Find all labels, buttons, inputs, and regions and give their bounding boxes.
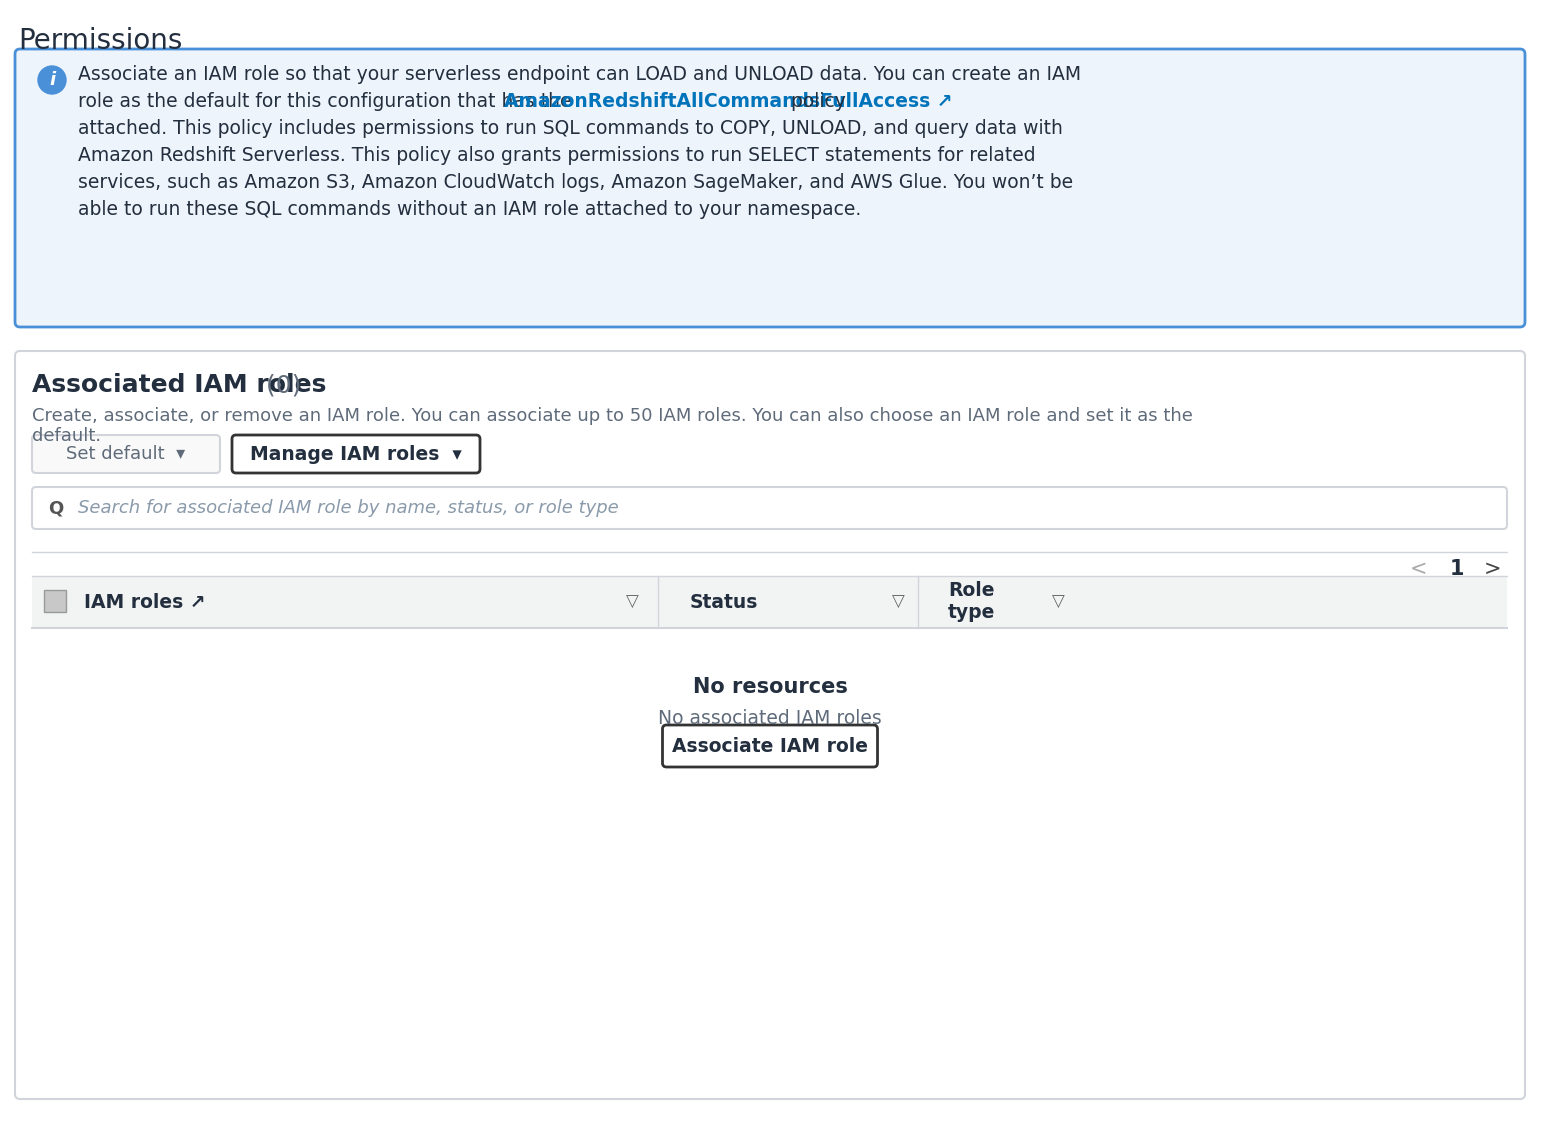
- FancyBboxPatch shape: [32, 435, 219, 473]
- Text: Q: Q: [48, 499, 63, 517]
- Text: Amazon Redshift Serverless. This policy also grants permissions to run SELECT st: Amazon Redshift Serverless. This policy …: [79, 147, 1036, 165]
- Text: Manage IAM roles  ▾: Manage IAM roles ▾: [250, 444, 462, 463]
- FancyBboxPatch shape: [232, 435, 480, 473]
- Text: Search for associated IAM role by name, status, or role type: Search for associated IAM role by name, …: [79, 499, 619, 517]
- Text: <: <: [1410, 559, 1427, 579]
- Text: Associated IAM roles: Associated IAM roles: [32, 373, 326, 397]
- FancyBboxPatch shape: [662, 725, 877, 767]
- Text: Role: Role: [948, 582, 994, 601]
- FancyBboxPatch shape: [15, 48, 1525, 327]
- Circle shape: [39, 66, 66, 94]
- Bar: [32, 576, 1507, 628]
- Text: Status: Status: [690, 593, 758, 612]
- Text: type: type: [948, 603, 996, 622]
- Bar: [43, 591, 66, 612]
- Text: default.: default.: [32, 427, 100, 445]
- Text: Associate IAM role: Associate IAM role: [672, 737, 868, 755]
- Text: ▽: ▽: [891, 593, 905, 611]
- Text: attached. This policy includes permissions to run SQL commands to COPY, UNLOAD, : attached. This policy includes permissio…: [79, 119, 1062, 137]
- Text: (0): (0): [258, 373, 301, 397]
- Text: AmazonRedshiftAllCommandsFullAccess ↗: AmazonRedshiftAllCommandsFullAccess ↗: [503, 92, 953, 110]
- FancyBboxPatch shape: [32, 487, 1507, 529]
- Text: able to run these SQL commands without an IAM role attached to your namespace.: able to run these SQL commands without a…: [79, 199, 862, 219]
- Text: services, such as Amazon S3, Amazon CloudWatch logs, Amazon SageMaker, and AWS G: services, such as Amazon S3, Amazon Clou…: [79, 174, 1073, 192]
- Text: role as the default for this configuration that has the: role as the default for this configurati…: [79, 92, 577, 110]
- Text: >: >: [1484, 559, 1501, 579]
- Text: Set default  ▾: Set default ▾: [66, 445, 185, 463]
- Text: Associate an IAM role so that your serverless endpoint can LOAD and UNLOAD data.: Associate an IAM role so that your serve…: [79, 65, 1081, 85]
- Text: Permissions: Permissions: [19, 27, 182, 55]
- Text: IAM roles ↗: IAM roles ↗: [83, 593, 205, 612]
- Text: i: i: [49, 71, 56, 89]
- Text: ▽: ▽: [1051, 593, 1064, 611]
- Text: policy: policy: [784, 92, 846, 110]
- Text: ▽: ▽: [625, 593, 638, 611]
- Text: 1: 1: [1450, 559, 1464, 579]
- FancyBboxPatch shape: [15, 350, 1525, 1099]
- Text: Create, associate, or remove an IAM role. You can associate up to 50 IAM roles. : Create, associate, or remove an IAM role…: [32, 407, 1194, 425]
- Text: No resources: No resources: [693, 677, 848, 696]
- Text: No associated IAM roles: No associated IAM roles: [658, 710, 882, 728]
